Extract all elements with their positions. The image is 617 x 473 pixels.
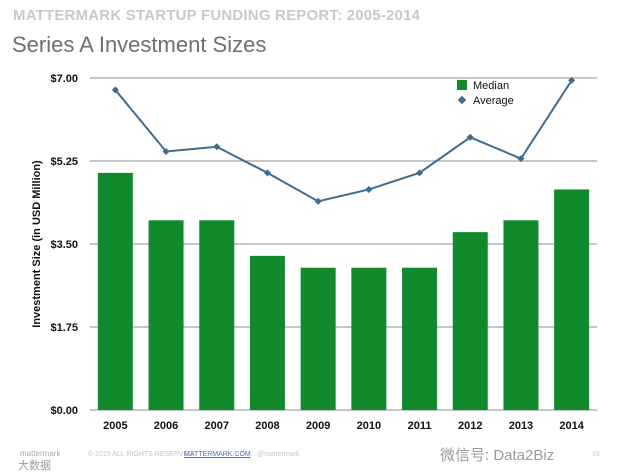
y-tick-label: $7.00	[50, 73, 78, 85]
average-line	[111, 76, 576, 205]
y-tick-label: $5.25	[50, 156, 78, 168]
x-tick-label: 2014	[559, 420, 584, 432]
legend-median-swatch	[457, 80, 467, 90]
x-tick-label: 2013	[509, 420, 533, 432]
footer-site-link[interactable]: MATTERMARK.COM	[184, 451, 251, 458]
footer: mattermark © 2015 ALL RIGHTS RESERVED MA…	[0, 444, 617, 473]
x-tick-label: 2006	[154, 420, 178, 432]
average-point-2013	[517, 155, 525, 163]
average-point-2006	[162, 147, 170, 156]
x-tick-label: 2005	[103, 420, 127, 432]
x-tick-label: 2010	[357, 420, 381, 432]
average-point-2014	[568, 76, 576, 84]
average-point-2011	[416, 169, 424, 177]
watermark-right: 微信号: Data2Biz	[440, 447, 555, 464]
average-point-2009	[314, 197, 322, 205]
watermark-bottom: 大数据	[18, 460, 51, 472]
average-point-2010	[365, 185, 373, 193]
x-tick-label: 2009	[306, 420, 330, 432]
bar-2011	[402, 267, 438, 410]
legend: Median Average	[457, 80, 514, 107]
slide-title: Series A Investment Sizes	[12, 32, 267, 57]
bar-2014	[554, 189, 590, 410]
x-tick-label: 2008	[255, 420, 279, 432]
bar-2006	[148, 220, 184, 410]
footer-logo: mattermark	[20, 449, 61, 458]
chart: $0.00 $1.75 $3.50 $5.25 $7.00 Investment Size…	[31, 73, 597, 432]
axes: $0.00 $1.75 $3.50 $5.25 $7.00 Investment Size…	[31, 73, 585, 432]
average-series-line	[114, 79, 573, 203]
median-bars	[97, 172, 590, 410]
x-tick-label: 2007	[205, 420, 229, 432]
bar-2013	[503, 220, 539, 410]
x-tick-label: 2012	[458, 420, 482, 432]
footer-handle: @mattermark	[257, 451, 300, 458]
legend-average-marker	[457, 95, 467, 105]
report-header: MATTERMARK STARTUP FUNDING REPORT: 2005-…	[13, 7, 421, 24]
page-number: 16	[592, 451, 600, 458]
legend-average-label: Average	[473, 95, 514, 107]
x-tick-label: 2011	[408, 420, 432, 432]
footer-rights: © 2015 ALL RIGHTS RESERVED	[88, 451, 194, 458]
bar-2012	[452, 232, 488, 410]
bar-2007	[199, 220, 235, 410]
average-point-2012	[466, 133, 474, 141]
legend-median-label: Median	[473, 80, 509, 92]
average-point-2008	[263, 169, 271, 177]
bar-2008	[249, 255, 285, 410]
y-tick-label: $1.75	[50, 322, 78, 334]
bar-2005	[97, 172, 133, 410]
bar-2009	[300, 267, 336, 410]
bar-2010	[351, 267, 387, 410]
y-axis-label: Investment Size (in USD Million)	[31, 160, 43, 328]
y-tick-label: $3.50	[50, 239, 78, 251]
y-tick-label: $0.00	[50, 405, 78, 417]
average-point-2005	[111, 86, 119, 94]
average-point-2007	[213, 143, 221, 151]
